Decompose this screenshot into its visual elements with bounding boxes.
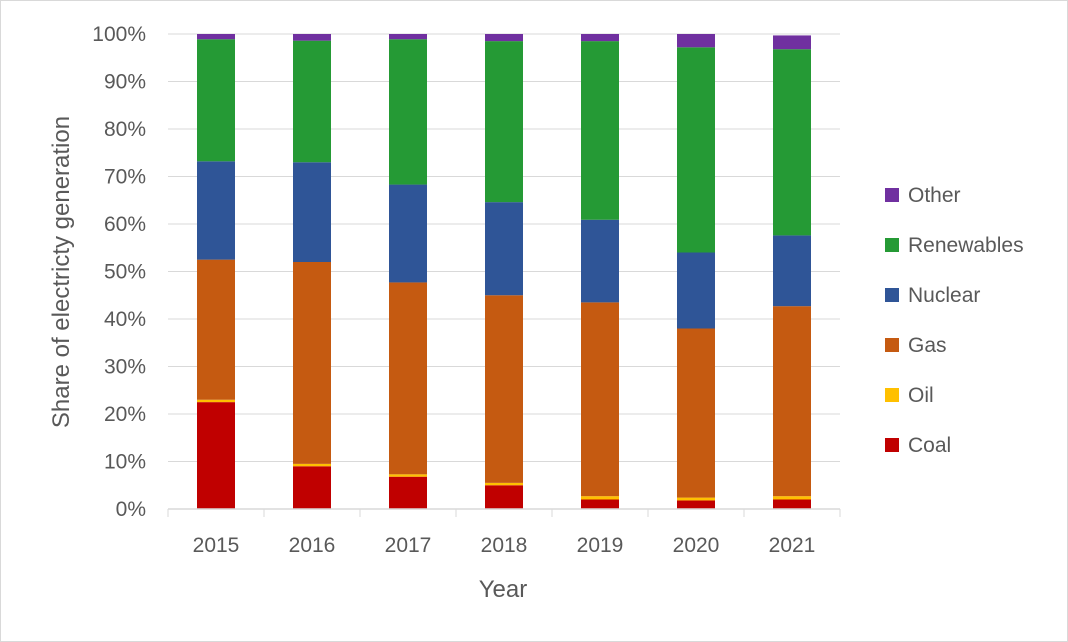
bar-segment-coal-2016 bbox=[293, 466, 331, 509]
x-tick-label: 2017 bbox=[385, 534, 432, 557]
x-tick-label: 2019 bbox=[577, 534, 624, 557]
y-tick-label: 40% bbox=[104, 308, 146, 331]
bar-segment-gas-2017 bbox=[389, 282, 427, 475]
legend-label-coal: Coal bbox=[908, 434, 951, 457]
bar-segment-gas-2015 bbox=[197, 259, 235, 400]
bars bbox=[197, 34, 811, 509]
y-tick-label: 60% bbox=[104, 213, 146, 236]
bar-segment-renewables-2019 bbox=[581, 41, 619, 220]
bar-segment-oil-2017 bbox=[389, 474, 427, 477]
legend-label-gas: Gas bbox=[908, 334, 947, 357]
bar-segment-nuclear-2019 bbox=[581, 219, 619, 303]
y-tick-label: 10% bbox=[104, 451, 146, 474]
legend-swatch-renewables bbox=[885, 238, 899, 252]
legend-swatch-gas bbox=[885, 338, 899, 352]
bar-segment-renewables-2018 bbox=[485, 41, 523, 203]
bar-segment-oil-2021 bbox=[773, 496, 811, 500]
y-tick-label: 100% bbox=[92, 23, 146, 46]
legend: Other Renewables Nuclear Gas Oil Coal bbox=[885, 184, 1024, 457]
legend-swatch-oil bbox=[885, 388, 899, 402]
bar-segment-other-2016 bbox=[293, 34, 331, 41]
bar-segment-renewables-2020 bbox=[677, 47, 715, 253]
legend-label-other: Other bbox=[908, 184, 961, 207]
y-tick-label: 30% bbox=[104, 356, 146, 379]
bar-segment-other-2018 bbox=[485, 34, 523, 42]
bar-segment-gas-2018 bbox=[485, 295, 523, 483]
bar-segment-renewables-2016 bbox=[293, 40, 331, 163]
bar-segment-other-2015 bbox=[197, 34, 235, 40]
bar-segment-nuclear-2015 bbox=[197, 161, 235, 260]
y-tick-label: 90% bbox=[104, 71, 146, 94]
legend-swatch-nuclear bbox=[885, 288, 899, 302]
y-tick-label: 20% bbox=[104, 403, 146, 426]
bar-segment-gas-2021 bbox=[773, 306, 811, 497]
bar-segment-gas-2016 bbox=[293, 262, 331, 464]
bar-segment-other-2019 bbox=[581, 34, 619, 42]
bar-segment-oil-2020 bbox=[677, 497, 715, 501]
bar-segment-oil-2019 bbox=[581, 496, 619, 500]
bar-segment-other-2021 bbox=[773, 35, 811, 50]
bar-segment-oil-2016 bbox=[293, 463, 331, 467]
bar-segment-nuclear-2020 bbox=[677, 252, 715, 329]
y-axis-title: Share of electricty generation bbox=[48, 116, 75, 428]
bar-segment-coal-2021 bbox=[773, 499, 811, 509]
bar-segment-renewables-2017 bbox=[389, 39, 427, 185]
bar-segment-coal-2018 bbox=[485, 485, 523, 509]
bar-segment-other-2017 bbox=[389, 34, 427, 40]
bar-segment-oil-2018 bbox=[485, 482, 523, 486]
x-tick-label: 2018 bbox=[481, 534, 528, 557]
bar-segment-coal-2020 bbox=[677, 500, 715, 509]
bar-segment-other-2020 bbox=[677, 34, 715, 48]
legend-label-nuclear: Nuclear bbox=[908, 284, 980, 307]
x-tick-label: 2016 bbox=[289, 534, 336, 557]
bar-segment-nuclear-2016 bbox=[293, 162, 331, 262]
legend-swatch-other bbox=[885, 188, 899, 202]
bar-segment-gas-2019 bbox=[581, 302, 619, 497]
axes: 0% 10% 20% 30% 40% 50% 60% 70% 80% 90% 100% 2015 201… bbox=[92, 23, 841, 557]
x-tick-label: 2020 bbox=[673, 534, 720, 557]
legend-label-oil: Oil bbox=[908, 384, 934, 407]
bar-segment-nuclear-2017 bbox=[389, 184, 427, 283]
bar-segment-renewables-2021 bbox=[773, 49, 811, 236]
x-tick-label: 2021 bbox=[769, 534, 816, 557]
y-tick-label: 80% bbox=[104, 118, 146, 141]
y-tick-label: 70% bbox=[104, 166, 146, 189]
bar-segment-nuclear-2018 bbox=[485, 202, 523, 296]
y-tick-label: 0% bbox=[116, 498, 146, 521]
bar-segment-gas-2020 bbox=[677, 328, 715, 498]
x-tick-label: 2015 bbox=[193, 534, 240, 557]
bar-segment-oil-2015 bbox=[197, 399, 235, 403]
bar-segment-renewables-2015 bbox=[197, 39, 235, 162]
bar-segment-coal-2019 bbox=[581, 499, 619, 509]
bar-segment-coal-2017 bbox=[389, 476, 427, 509]
legend-label-renewables: Renewables bbox=[908, 234, 1024, 257]
x-axis-title: Year bbox=[479, 576, 528, 603]
bar-segment-nuclear-2021 bbox=[773, 235, 811, 307]
bar-segment-coal-2015 bbox=[197, 402, 235, 509]
y-tick-label: 50% bbox=[104, 261, 146, 284]
legend-swatch-coal bbox=[885, 438, 899, 452]
